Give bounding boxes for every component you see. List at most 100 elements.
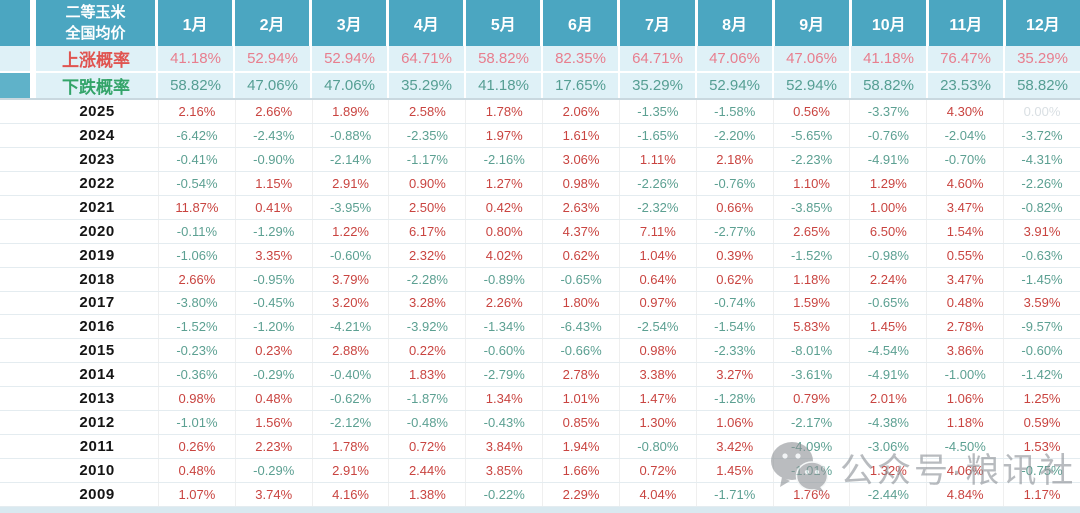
row-sliver	[0, 220, 36, 243]
rise-value-m6: 82.35%	[543, 46, 620, 71]
value-2025-m8: -1.58%	[695, 100, 773, 123]
value-2011-m11: -4.50%	[926, 435, 1003, 459]
value-2023-m8: 2.18%	[695, 147, 773, 171]
value-2021-m7: -2.32%	[618, 195, 696, 219]
fall-row-sliver	[0, 73, 36, 98]
value-2013-m6: 1.01%	[542, 387, 619, 411]
month-header-10: 10月	[851, 0, 929, 46]
rise-value-m12: 35.29%	[1005, 46, 1080, 71]
value-2017-m1: -3.80%	[158, 291, 235, 315]
value-2022-m9: 1.10%	[772, 171, 850, 195]
row-sliver	[0, 435, 36, 458]
value-2022-m6: 0.98%	[542, 171, 619, 195]
table-row-2012: 2012 -1.01% 1.56% -2.12% -0.48% -0.43% 0.85% 1.…	[0, 411, 1080, 436]
value-2009-m9: 1.76%	[772, 483, 850, 506]
value-2012-m2: 1.56%	[234, 411, 312, 435]
rise-value-m8: 47.06%	[697, 46, 774, 71]
value-2014-m9: -3.61%	[772, 363, 850, 387]
value-2010-m11: 4.06%	[926, 459, 1003, 482]
month-header-2: 2月	[235, 0, 313, 46]
value-2023-m4: -1.17%	[388, 147, 465, 171]
value-2022-m12: -2.26%	[1003, 171, 1080, 195]
year-rows-container: 2025 2.16% 2.66% 1.89% 2.58% 1.78% 2.06% -1.35%…	[0, 100, 1080, 507]
value-2011-m10: -3.06%	[849, 435, 926, 459]
value-2012-m9: -2.17%	[772, 411, 850, 435]
value-2012-m11: 1.18%	[926, 411, 1003, 435]
value-2014-m3: -0.40%	[311, 363, 389, 387]
value-2017-m4: 3.28%	[388, 291, 465, 315]
year-label-2022: 2022	[79, 174, 115, 192]
value-2019-m11: 0.55%	[926, 243, 1003, 267]
value-2022-m11: 4.60%	[926, 171, 1003, 195]
year-label-2019: 2019	[79, 246, 115, 264]
value-2011-m4: 0.72%	[388, 435, 465, 459]
value-2013-m3: -0.62%	[311, 387, 389, 411]
value-2025-m3: 1.89%	[311, 100, 389, 123]
value-2012-m4: -0.48%	[388, 411, 465, 435]
value-2013-m1: 0.98%	[158, 387, 235, 411]
value-2014-m1: -0.36%	[158, 363, 235, 387]
value-2025-m6: 2.06%	[542, 100, 619, 123]
value-2017-m2: -0.45%	[234, 291, 312, 315]
value-2025-m12: 0.00%	[1003, 100, 1080, 123]
rise-value-m9: 47.06%	[774, 46, 851, 71]
value-2021-m4: 2.50%	[388, 195, 465, 219]
value-2024-m6: 1.61%	[542, 123, 619, 147]
value-2018-m9: 1.18%	[772, 267, 850, 291]
year-label-2017: 2017	[79, 294, 115, 312]
value-2017-m8: -0.74%	[695, 291, 773, 315]
value-2020-m11: 1.54%	[926, 219, 1003, 243]
value-2024-m10: -0.76%	[849, 123, 926, 147]
value-2009-m5: -0.22%	[465, 483, 542, 506]
value-2013-m4: -1.87%	[388, 387, 465, 411]
rise-value-m7: 64.71%	[620, 46, 697, 71]
fall-value-m10: 58.82%	[851, 73, 928, 98]
value-2013-m7: 1.47%	[618, 387, 696, 411]
value-2012-m3: -2.12%	[311, 411, 389, 435]
value-2016-m9: 5.83%	[772, 315, 850, 339]
table-row-2023: 2023 -0.41% -0.90% -2.14% -1.17% -2.16% 3.06% 1…	[0, 147, 1080, 172]
value-2009-m3: 4.16%	[311, 483, 389, 506]
value-2013-m12: 1.25%	[1003, 387, 1080, 411]
value-2015-m4: 0.22%	[388, 339, 465, 363]
value-2021-m12: -0.82%	[1003, 195, 1080, 219]
value-2018-m8: 0.62%	[695, 267, 773, 291]
value-2020-m8: -2.77%	[695, 219, 773, 243]
value-2021-m2: 0.41%	[234, 195, 312, 219]
value-2010-m4: 2.44%	[388, 459, 465, 482]
rise-value-m4: 64.71%	[389, 46, 466, 71]
value-2025-m2: 2.66%	[234, 100, 312, 123]
value-2010-m1: 0.48%	[158, 459, 235, 482]
year-label-2023: 2023	[79, 150, 115, 168]
row-sliver	[0, 268, 36, 291]
month-header-7: 7月	[620, 0, 698, 46]
month-header-6: 6月	[543, 0, 621, 46]
value-2011-m2: 2.23%	[234, 435, 312, 459]
value-2025-m7: -1.35%	[618, 100, 696, 123]
value-2016-m5: -1.34%	[465, 315, 542, 339]
value-2019-m5: 4.02%	[465, 243, 542, 267]
value-2009-m12: 1.17%	[1003, 483, 1080, 506]
value-2020-m1: -0.11%	[158, 219, 235, 243]
value-2009-m8: -1.71%	[695, 483, 773, 506]
value-2009-m7: 4.04%	[618, 483, 696, 506]
fall-value-m4: 35.29%	[389, 73, 466, 98]
value-2018-m11: 3.47%	[926, 267, 1003, 291]
table-row-2017: 2017 -3.80% -0.45% 3.20% 3.28% 2.26% 1.80% 0.97…	[0, 291, 1080, 316]
value-2010-m7: 0.72%	[618, 459, 696, 482]
month-header-9: 9月	[774, 0, 852, 46]
value-2021-m10: 1.00%	[849, 195, 926, 219]
year-label-2025: 2025	[79, 102, 115, 120]
value-2009-m2: 3.74%	[234, 483, 312, 506]
value-2020-m5: 0.80%	[465, 219, 542, 243]
value-2017-m5: 2.26%	[465, 291, 542, 315]
row-sliver	[0, 339, 36, 362]
value-2010-m3: 2.91%	[311, 459, 389, 482]
value-2020-m7: 7.11%	[618, 219, 696, 243]
row-sliver	[0, 411, 36, 434]
value-2016-m2: -1.20%	[234, 315, 312, 339]
rise-value-m10: 41.18%	[851, 46, 928, 71]
year-label-2014: 2014	[79, 366, 115, 384]
value-2024-m11: -2.04%	[926, 123, 1003, 147]
value-2023-m1: -0.41%	[158, 147, 235, 171]
